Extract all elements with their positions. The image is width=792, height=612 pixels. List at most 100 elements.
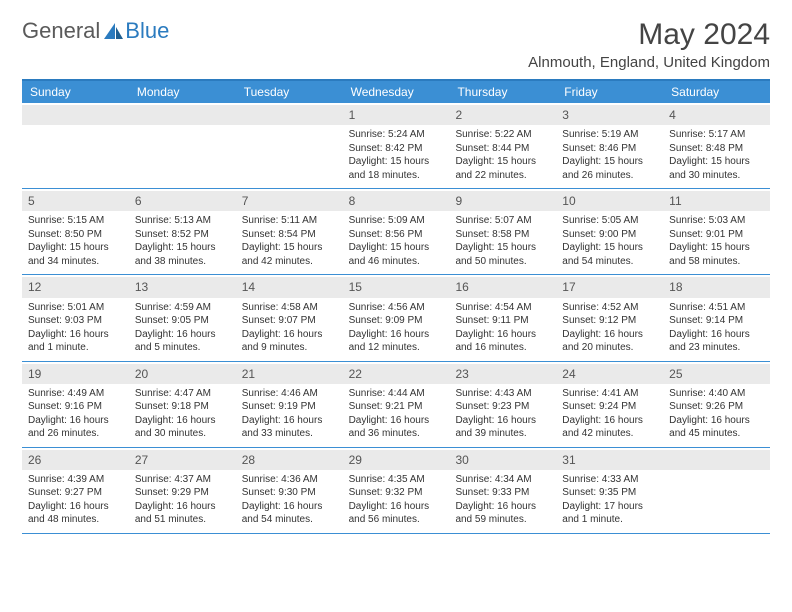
day-number: 28: [236, 450, 343, 470]
calendar-cell: 12Sunrise: 5:01 AMSunset: 9:03 PMDayligh…: [22, 275, 129, 360]
daylight-text: and 30 minutes.: [669, 169, 764, 183]
sunset-text: Sunset: 8:52 PM: [135, 228, 230, 242]
daylight-text: Daylight: 15 hours: [455, 241, 550, 255]
daylight-text: Daylight: 16 hours: [349, 500, 444, 514]
calendar-cell: 26Sunrise: 4:39 AMSunset: 9:27 PMDayligh…: [22, 448, 129, 533]
week-row: 5Sunrise: 5:15 AMSunset: 8:50 PMDaylight…: [22, 189, 770, 275]
calendar-cell: 18Sunrise: 4:51 AMSunset: 9:14 PMDayligh…: [663, 275, 770, 360]
sunset-text: Sunset: 9:30 PM: [242, 486, 337, 500]
week-row: 1Sunrise: 5:24 AMSunset: 8:42 PMDaylight…: [22, 103, 770, 189]
day-number: 8: [343, 191, 450, 211]
sunrise-text: Sunrise: 4:47 AM: [135, 387, 230, 401]
weekday-sat: Saturday: [663, 81, 770, 103]
sunset-text: Sunset: 9:05 PM: [135, 314, 230, 328]
sunset-text: Sunset: 8:50 PM: [28, 228, 123, 242]
daylight-text: Daylight: 16 hours: [455, 500, 550, 514]
day-number: 1: [343, 105, 450, 125]
calendar-cell: [236, 103, 343, 188]
daylight-text: Daylight: 15 hours: [562, 241, 657, 255]
daylight-text: Daylight: 16 hours: [242, 414, 337, 428]
day-number: 3: [556, 105, 663, 125]
day-number: 13: [129, 277, 236, 297]
day-number: 19: [22, 364, 129, 384]
sunrise-text: Sunrise: 5:01 AM: [28, 301, 123, 315]
daylight-text: Daylight: 15 hours: [669, 241, 764, 255]
brand-logo: General Blue: [22, 18, 169, 44]
weekday-thu: Thursday: [449, 81, 556, 103]
calendar-cell: 2Sunrise: 5:22 AMSunset: 8:44 PMDaylight…: [449, 103, 556, 188]
sunrise-text: Sunrise: 4:59 AM: [135, 301, 230, 315]
sunset-text: Sunset: 9:18 PM: [135, 400, 230, 414]
sunrise-text: Sunrise: 5:17 AM: [669, 128, 764, 142]
sunrise-text: Sunrise: 5:13 AM: [135, 214, 230, 228]
weeks-container: 1Sunrise: 5:24 AMSunset: 8:42 PMDaylight…: [22, 103, 770, 534]
day-number: 30: [449, 450, 556, 470]
day-number: [663, 450, 770, 470]
day-number: 29: [343, 450, 450, 470]
calendar-cell: 8Sunrise: 5:09 AMSunset: 8:56 PMDaylight…: [343, 189, 450, 274]
day-number: [22, 105, 129, 125]
daylight-text: and 16 minutes.: [455, 341, 550, 355]
daylight-text: Daylight: 16 hours: [242, 500, 337, 514]
sunrise-text: Sunrise: 4:33 AM: [562, 473, 657, 487]
sunset-text: Sunset: 8:58 PM: [455, 228, 550, 242]
daylight-text: Daylight: 15 hours: [28, 241, 123, 255]
calendar-cell: 21Sunrise: 4:46 AMSunset: 9:19 PMDayligh…: [236, 362, 343, 447]
sunrise-text: Sunrise: 4:41 AM: [562, 387, 657, 401]
calendar-cell: 15Sunrise: 4:56 AMSunset: 9:09 PMDayligh…: [343, 275, 450, 360]
sunset-text: Sunset: 8:42 PM: [349, 142, 444, 156]
day-number: 15: [343, 277, 450, 297]
daylight-text: Daylight: 15 hours: [669, 155, 764, 169]
calendar-cell: 30Sunrise: 4:34 AMSunset: 9:33 PMDayligh…: [449, 448, 556, 533]
calendar-cell: 9Sunrise: 5:07 AMSunset: 8:58 PMDaylight…: [449, 189, 556, 274]
sunrise-text: Sunrise: 4:34 AM: [455, 473, 550, 487]
sunset-text: Sunset: 9:29 PM: [135, 486, 230, 500]
day-number: 22: [343, 364, 450, 384]
calendar-cell: 24Sunrise: 4:41 AMSunset: 9:24 PMDayligh…: [556, 362, 663, 447]
daylight-text: and 22 minutes.: [455, 169, 550, 183]
daylight-text: and 33 minutes.: [242, 427, 337, 441]
sunrise-text: Sunrise: 5:11 AM: [242, 214, 337, 228]
daylight-text: and 42 minutes.: [562, 427, 657, 441]
sunrise-text: Sunrise: 5:09 AM: [349, 214, 444, 228]
calendar-cell: 29Sunrise: 4:35 AMSunset: 9:32 PMDayligh…: [343, 448, 450, 533]
sunrise-text: Sunrise: 4:58 AM: [242, 301, 337, 315]
day-number: 9: [449, 191, 556, 211]
daylight-text: Daylight: 16 hours: [562, 328, 657, 342]
daylight-text: Daylight: 16 hours: [349, 414, 444, 428]
daylight-text: and 50 minutes.: [455, 255, 550, 269]
calendar-cell: 22Sunrise: 4:44 AMSunset: 9:21 PMDayligh…: [343, 362, 450, 447]
weekday-wed: Wednesday: [343, 81, 450, 103]
sunset-text: Sunset: 9:00 PM: [562, 228, 657, 242]
daylight-text: Daylight: 17 hours: [562, 500, 657, 514]
calendar-cell: 23Sunrise: 4:43 AMSunset: 9:23 PMDayligh…: [449, 362, 556, 447]
daylight-text: Daylight: 16 hours: [669, 414, 764, 428]
sunrise-text: Sunrise: 4:54 AM: [455, 301, 550, 315]
sunset-text: Sunset: 9:03 PM: [28, 314, 123, 328]
day-number: 12: [22, 277, 129, 297]
daylight-text: Daylight: 15 hours: [349, 241, 444, 255]
daylight-text: and 5 minutes.: [135, 341, 230, 355]
calendar-cell: [22, 103, 129, 188]
daylight-text: Daylight: 16 hours: [135, 414, 230, 428]
week-row: 12 Sunrise: 5:01 AMSunset: 9:03 PM Dayligh…: [22, 275, 770, 361]
day-number: 26: [22, 450, 129, 470]
sunrise-text: Sunrise: 5:24 AM: [349, 128, 444, 142]
calendar-cell: 4Sunrise: 5:17 AMSunset: 8:48 PMDaylight…: [663, 103, 770, 188]
daylight-text: and 23 minutes.: [669, 341, 764, 355]
day-number: 5: [22, 191, 129, 211]
calendar-cell: 10Sunrise: 5:05 AMSunset: 9:00 PMDayligh…: [556, 189, 663, 274]
calendar-cell: 20Sunrise: 4:47 AMSunset: 9:18 PMDayligh…: [129, 362, 236, 447]
calendar-cell: 31Sunrise: 4:33 AMSunset: 9:35 PMDayligh…: [556, 448, 663, 533]
daylight-text: Daylight: 16 hours: [562, 414, 657, 428]
daylight-text: and 42 minutes.: [242, 255, 337, 269]
daylight-text: Daylight: 15 hours: [349, 155, 444, 169]
sunset-text: Sunset: 9:32 PM: [349, 486, 444, 500]
weekday-header: Sunday Monday Tuesday Wednesday Thursday…: [22, 81, 770, 103]
day-number: 2: [449, 105, 556, 125]
sunrise-text: Sunrise: 4:51 AM: [669, 301, 764, 315]
daylight-text: Daylight: 15 hours: [242, 241, 337, 255]
sunrise-text: Sunrise: 5:19 AM: [562, 128, 657, 142]
sunset-text: Sunset: 8:54 PM: [242, 228, 337, 242]
day-number: 11: [663, 191, 770, 211]
